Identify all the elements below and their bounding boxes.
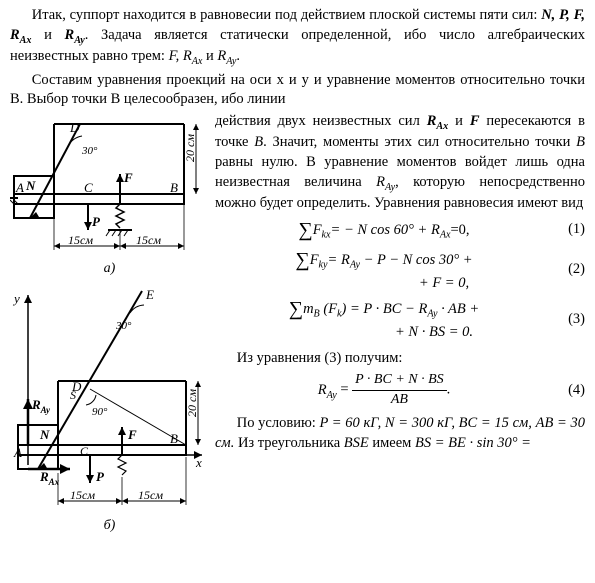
label-S: S: [70, 388, 76, 402]
label-Cb: C: [80, 444, 89, 458]
label-RAx: RAx: [39, 469, 60, 487]
label-Nb: N: [39, 427, 50, 442]
label-15d: 15см: [138, 488, 163, 502]
label-15a: 15см: [68, 233, 93, 247]
intro-para-1: Итак, суппорт находится в равновесии под…: [10, 6, 585, 69]
label-Bb: B: [170, 431, 178, 446]
label-15b: 15см: [136, 233, 161, 247]
label-Ab: A: [13, 445, 22, 460]
label-B: B: [170, 180, 178, 195]
label-RAy: RAy: [31, 397, 51, 415]
label-ang30: 30°: [115, 320, 132, 332]
label-Fb: F: [127, 427, 137, 442]
equation-3: ∑mB (Fk) = P · BC − RAy · AB + + N · BS …: [215, 296, 585, 343]
label-y: y: [12, 291, 20, 306]
right-para: действия двух неизвестных сил RAx и F пе…: [215, 112, 585, 214]
equation-1: ∑Fkx= − N cos 60° + RAx=0, (1): [215, 217, 585, 244]
label-20cmb: 20 см: [185, 388, 199, 416]
intro-para-2: Составим уравнения проекций на оси x и y…: [10, 71, 585, 110]
label-N: N: [25, 178, 36, 193]
label-D: D: [69, 120, 80, 135]
label-ang90: 90°: [92, 406, 108, 418]
figure-a: D A N C F B P 30° 20 см 15см 15см: [10, 118, 209, 258]
label-E: E: [145, 287, 154, 302]
label-P: P: [92, 214, 101, 229]
label-angle: 30°: [81, 145, 98, 157]
caption-a: а): [10, 260, 209, 279]
label-x: x: [195, 455, 202, 470]
label-F: F: [123, 170, 133, 185]
label-C: C: [84, 180, 93, 195]
label-15c: 15см: [70, 488, 95, 502]
label-A: A: [15, 180, 24, 195]
figure-b: y x E D A N C S F B P RAy RAx 30° 90° 20…: [10, 287, 209, 515]
equation-2: ∑Fky= RAy − P − N cos 30° + + F = 0, (2): [215, 247, 585, 294]
conditions-text: По условию: P = 60 кГ, N = 300 кГ, BC = …: [215, 414, 585, 453]
equation-4: RAy = P · BC + N · BS AB . (4): [215, 371, 585, 410]
figure-column: D A N C F B P 30° 20 см 15см 15см а): [10, 112, 215, 544]
text-column: действия двух неизвестных сил RAx и F пе…: [215, 112, 585, 544]
label-20cm: 20 см: [183, 134, 197, 162]
deriv-text: Из уравнения (3) получим:: [215, 349, 585, 369]
label-Pb: P: [96, 469, 105, 484]
caption-b: б): [10, 517, 209, 536]
